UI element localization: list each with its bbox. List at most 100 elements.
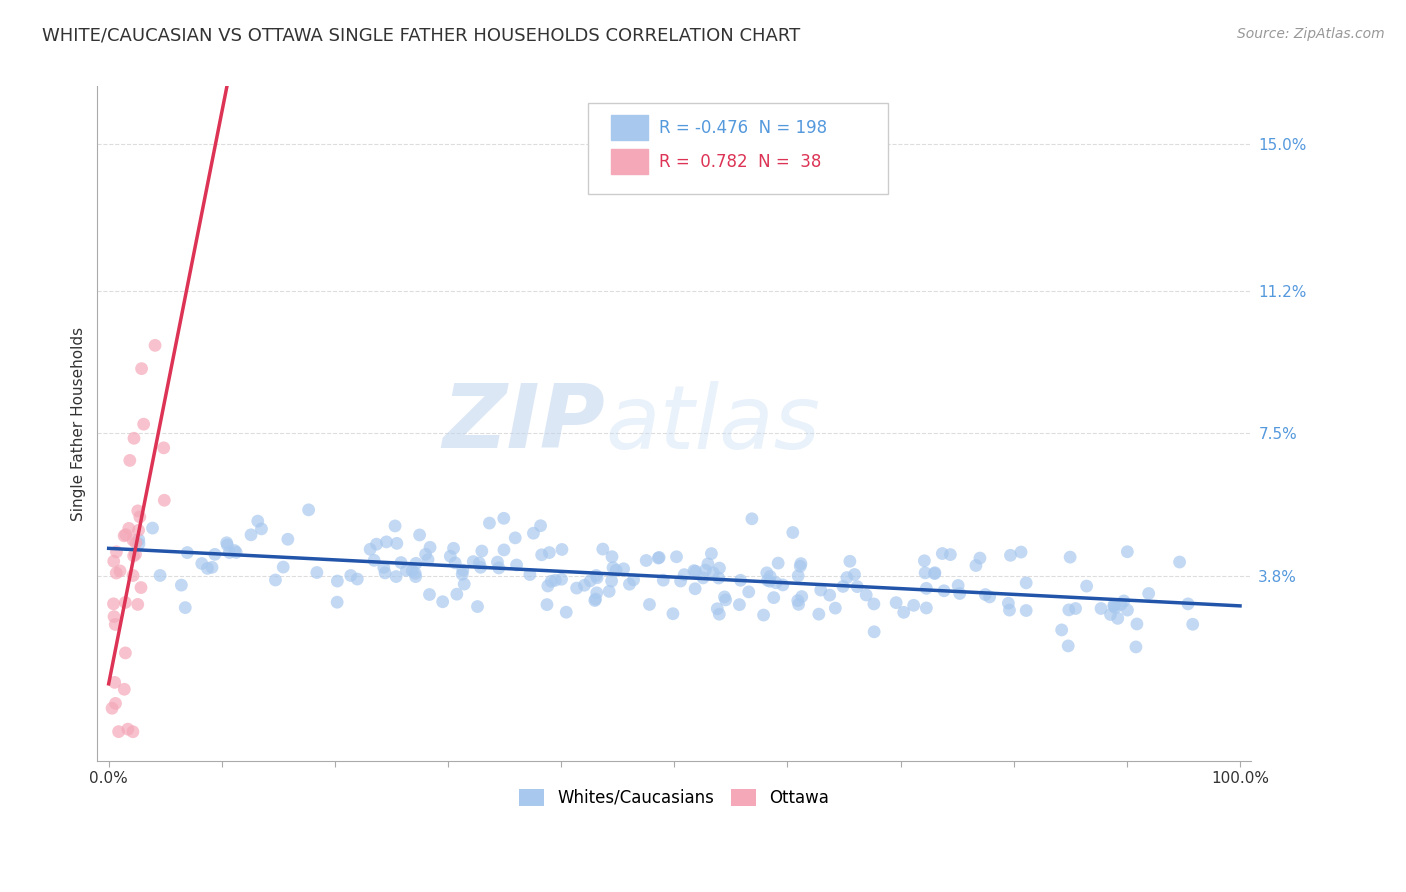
Point xyxy=(503,531,526,545)
Point xyxy=(1112,594,1135,608)
Point xyxy=(176,545,198,559)
Point xyxy=(730,574,752,588)
Point xyxy=(1010,545,1032,559)
Point xyxy=(1109,597,1132,611)
Point xyxy=(122,549,145,563)
Point xyxy=(537,579,560,593)
Point xyxy=(665,549,688,564)
Point xyxy=(844,567,866,582)
Point xyxy=(505,558,527,572)
Point xyxy=(1050,623,1073,637)
Point xyxy=(762,591,785,605)
Point xyxy=(1102,599,1125,614)
Point xyxy=(544,574,567,588)
Point xyxy=(1116,603,1139,617)
Point xyxy=(673,567,696,582)
Point xyxy=(863,624,886,639)
Point xyxy=(191,557,214,571)
Point xyxy=(326,595,349,609)
Point xyxy=(790,590,813,604)
Point xyxy=(359,542,381,557)
Point xyxy=(132,417,155,432)
Point xyxy=(492,511,515,525)
Point xyxy=(128,509,150,524)
Point xyxy=(250,522,273,536)
Point xyxy=(408,528,430,542)
Point xyxy=(1177,597,1199,611)
Point xyxy=(271,560,294,574)
Point xyxy=(128,523,150,537)
Point xyxy=(1168,555,1191,569)
Point xyxy=(915,582,938,596)
Point xyxy=(128,537,150,551)
FancyBboxPatch shape xyxy=(610,115,648,140)
Point xyxy=(786,593,808,607)
Point xyxy=(912,554,935,568)
Point xyxy=(366,537,388,551)
Point xyxy=(903,599,925,613)
Point xyxy=(149,568,172,582)
Point xyxy=(1000,549,1022,563)
Point xyxy=(1102,598,1125,612)
Point xyxy=(893,605,915,619)
Point xyxy=(636,553,658,567)
Point xyxy=(305,566,328,580)
Point xyxy=(931,547,953,561)
Point xyxy=(583,593,606,607)
Point xyxy=(714,593,737,607)
Text: WHITE/CAUCASIAN VS OTTAWA SINGLE FATHER HOUSEHOLDS CORRELATION CHART: WHITE/CAUCASIAN VS OTTAWA SINGLE FATHER … xyxy=(42,27,800,45)
Point xyxy=(759,569,782,583)
Point xyxy=(103,609,125,624)
Point xyxy=(519,567,541,582)
Point xyxy=(1076,579,1098,593)
Point xyxy=(118,521,141,535)
Point xyxy=(540,574,562,589)
Point xyxy=(586,571,609,585)
Text: R = -0.476  N = 198: R = -0.476 N = 198 xyxy=(659,120,828,137)
Point xyxy=(855,588,877,602)
Point xyxy=(700,547,723,561)
Point xyxy=(451,563,474,577)
Point xyxy=(600,574,623,588)
Point xyxy=(143,338,166,352)
Point xyxy=(1015,603,1038,617)
Point xyxy=(326,574,349,588)
Point xyxy=(605,563,627,577)
Point xyxy=(818,588,841,602)
Point xyxy=(112,682,135,697)
Point xyxy=(492,543,515,558)
Point xyxy=(488,561,510,575)
Point xyxy=(638,598,661,612)
Point xyxy=(385,569,408,583)
FancyBboxPatch shape xyxy=(610,149,648,174)
Point xyxy=(790,557,813,571)
Point xyxy=(685,565,707,579)
Point xyxy=(201,560,224,574)
Point xyxy=(565,581,588,595)
Point xyxy=(782,525,804,540)
Point xyxy=(706,601,728,615)
Point xyxy=(683,582,706,596)
Point xyxy=(997,596,1019,610)
Point xyxy=(246,514,269,528)
Point xyxy=(1104,600,1126,615)
Point xyxy=(550,572,572,586)
Point xyxy=(107,724,129,739)
Point xyxy=(467,599,489,614)
Point xyxy=(104,675,127,690)
Point xyxy=(470,560,492,574)
Point xyxy=(122,724,145,739)
Point xyxy=(838,554,860,568)
Point xyxy=(478,516,501,530)
Point xyxy=(946,578,969,592)
Point xyxy=(1137,586,1160,600)
Point xyxy=(536,598,558,612)
Point xyxy=(529,518,551,533)
Point xyxy=(555,605,578,619)
FancyBboxPatch shape xyxy=(588,103,887,194)
Point xyxy=(298,503,321,517)
Point xyxy=(965,558,987,573)
Point xyxy=(104,697,127,711)
Point xyxy=(153,493,176,508)
Point xyxy=(225,545,247,559)
